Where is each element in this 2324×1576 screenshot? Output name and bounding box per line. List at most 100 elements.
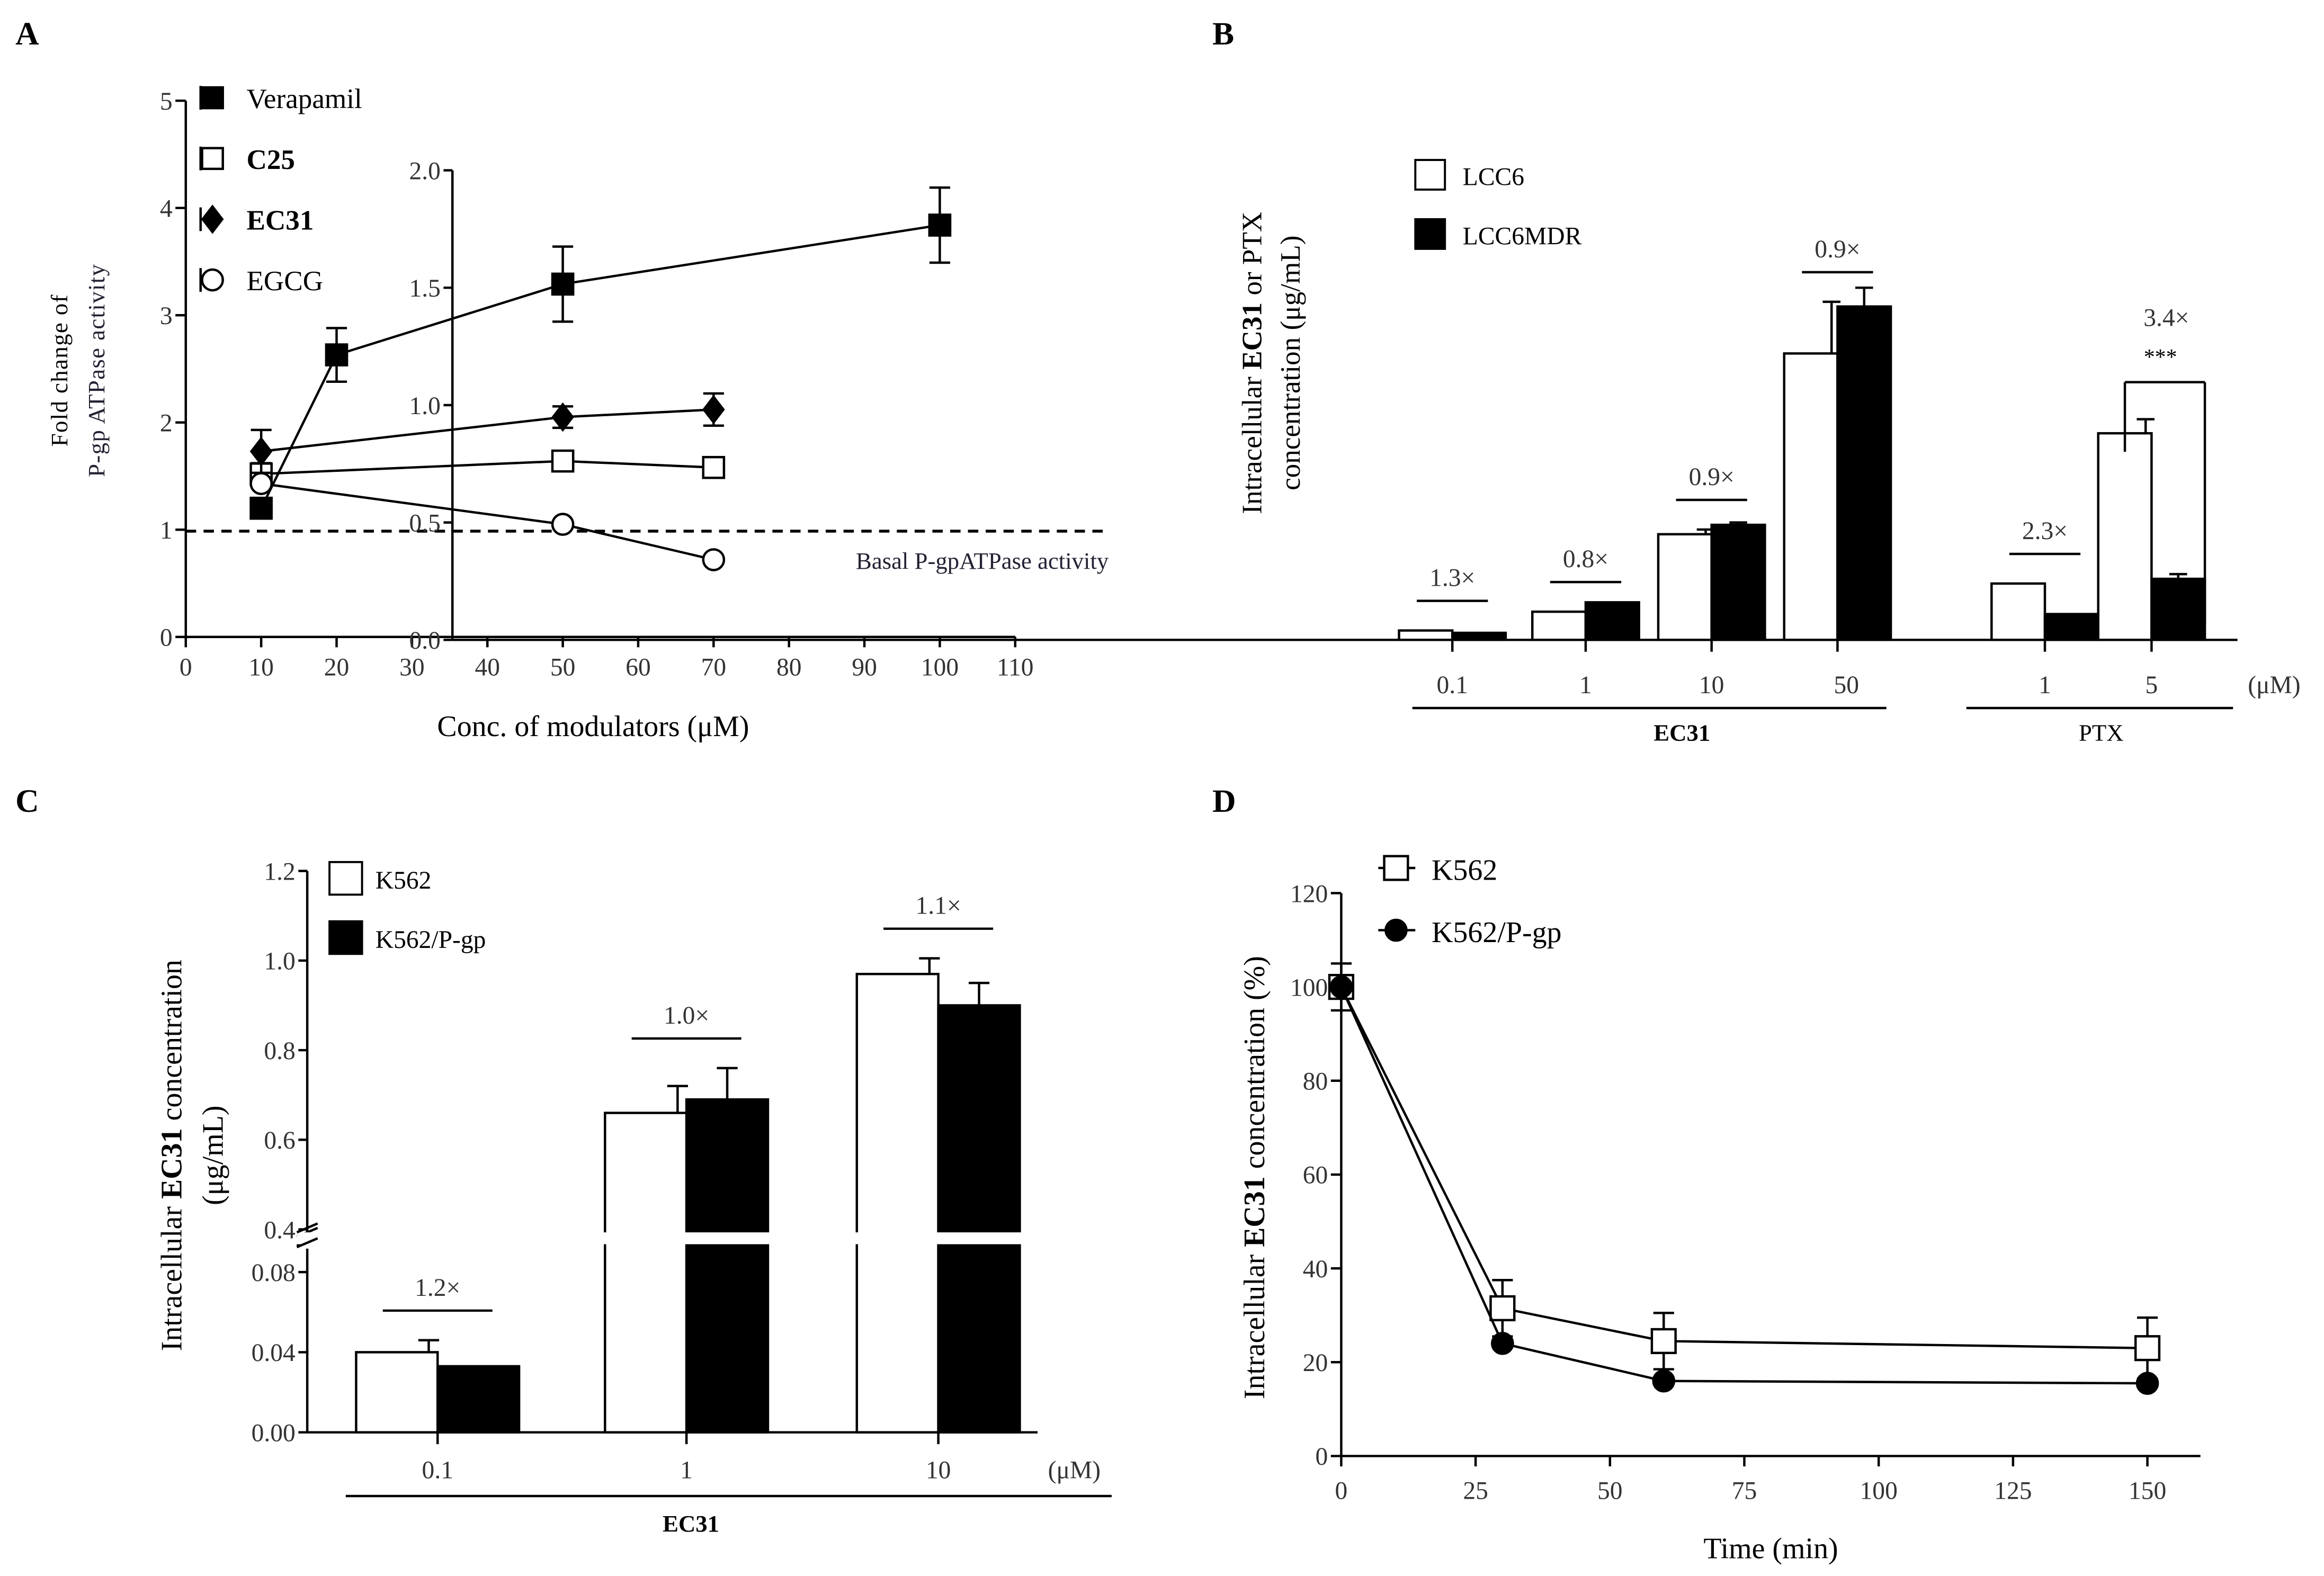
fold-label: 0.9× (1689, 463, 1735, 491)
series-verapamil-point (249, 496, 273, 520)
legend-swatch (328, 861, 363, 896)
series-ec31-point (249, 436, 273, 467)
legend-label-ec31: EC31 (246, 205, 314, 236)
y-tick-label: 1.0 (409, 392, 440, 420)
series-k562-p-gp-point (2135, 1372, 2159, 1395)
y-axis-label-part: concentration (155, 960, 188, 1128)
y-tick-label: 60 (1303, 1162, 1328, 1189)
series-verapamil-point (928, 213, 952, 237)
unit-label: (μM) (2248, 671, 2300, 699)
bar-k562-p-gp (685, 1098, 770, 1434)
x-tick-label: 25 (1463, 1478, 1488, 1505)
bar-lcc6 (2097, 432, 2153, 641)
y-axis-label: Intracellular EC31 concentration (155, 960, 188, 1351)
fold-label: 2.3× (2022, 517, 2068, 545)
y-tick-label: 100 (1290, 974, 1328, 1001)
y-tick-label: 3 (160, 302, 173, 330)
bar-lcc6mdr (2150, 577, 2206, 641)
y-tick-label: 20 (1303, 1349, 1328, 1377)
y-tick-label: 1 (160, 517, 173, 544)
x-tick-label: 30 (399, 653, 425, 681)
y-axis-label: Intracellular EC31 or PTX (1237, 212, 1267, 514)
y-axis-label-1: Fold change of (46, 294, 73, 446)
fold-label: 0.9× (1814, 236, 1860, 263)
legend-label-egcg: EGCG (246, 266, 323, 297)
x-tick-label: 0.1 (422, 1456, 453, 1484)
y-tick-label: 0 (160, 624, 173, 651)
fold-label: 1.3× (1429, 565, 1475, 592)
series-verapamil-point (551, 272, 575, 296)
y-axis-label-part: Intracellular (1237, 370, 1267, 514)
bar-lcc6mdr (2043, 613, 2099, 641)
y-axis-label-part: EC31 (1237, 302, 1267, 370)
bar-lcc6 (1990, 582, 2046, 641)
series-k562-p-gp-point (1329, 975, 1353, 999)
x-tick-label: 0.1 (1436, 671, 1468, 699)
legend-label: K562 (1432, 854, 1497, 886)
series-ec31-point (551, 402, 574, 432)
legend-marker (1384, 918, 1408, 942)
series-k562-p-gp-point (1652, 1369, 1676, 1393)
bar-k562 (855, 972, 940, 1434)
series-k562-point (2134, 1335, 2161, 1362)
series-verapamil-line (260, 223, 940, 509)
bar-lcc6mdr (1710, 523, 1766, 641)
x-tick-label: 50 (1597, 1478, 1623, 1505)
legend-label-lcc6mdr: LCC6MDR (1463, 223, 1582, 250)
legend-marker-egcg (201, 268, 224, 292)
x-tick-label: 0 (180, 653, 192, 681)
series-c25-line (261, 460, 714, 476)
series-egcg-point (551, 513, 575, 536)
legend-label: K562/P-gp (1432, 916, 1561, 949)
y-tick-label: 0.0 (409, 627, 440, 655)
bar-lcc6 (1398, 629, 1454, 641)
axis-break-gap (297, 1232, 1038, 1244)
x-tick-label: 5 (2146, 671, 2158, 699)
x-tick-label: 10 (926, 1456, 951, 1484)
panel-label-C: C (15, 783, 39, 819)
x-tick-label: 150 (2129, 1478, 2166, 1505)
axis-break-mark (296, 1237, 318, 1249)
axis-break-mark (296, 1222, 318, 1234)
y-tick-label: 1.0 (264, 948, 295, 975)
y-tick-label: 1.2 (264, 858, 295, 885)
y-axis-label-line2: (μg/mL) (197, 1105, 230, 1205)
x-tick-label: 10 (1699, 671, 1724, 699)
x-tick-label: 20 (324, 653, 350, 681)
y-tick-label: 0.4 (264, 1216, 296, 1244)
legend-label-c25: C25 (246, 145, 295, 175)
y-tick-label: 0.08 (252, 1259, 296, 1287)
y-axis-label-2: P-gp ATPase activity (83, 264, 110, 477)
x-tick-label: 90 (852, 653, 877, 681)
y-tick-label: 1.5 (409, 275, 440, 302)
legend-swatch-lcc6mdr (1414, 218, 1446, 250)
y-axis-label-part: Intracellular (1238, 1247, 1271, 1399)
bar-lcc6mdr (1836, 305, 1892, 641)
y-axis-label-part: concentration (%) (1238, 956, 1271, 1176)
x-axis-label: Time (min) (1703, 1532, 1838, 1565)
series-k562-line (1340, 986, 2148, 1349)
panel-label-B: B (1212, 16, 1234, 52)
y-tick-label: 0.6 (264, 1127, 295, 1154)
series-k562-p-gp-point (1491, 1332, 1514, 1355)
reference-line-label: Basal P-gpATPase activity (856, 548, 1109, 574)
y-tick-label: 4 (160, 195, 173, 222)
series-c25-point (702, 455, 726, 479)
fold-label: 1.2× (415, 1274, 460, 1302)
fold-label: 0.8× (1563, 545, 1608, 573)
x-tick-label: 75 (1732, 1478, 1757, 1505)
x-tick-label: 50 (550, 653, 576, 681)
x-tick-label: 100 (921, 653, 959, 681)
x-tick-label: 40 (475, 653, 500, 681)
bar-k562-p-gp (436, 1365, 521, 1434)
y-axis-label: Intracellular EC31 concentration (%) (1238, 956, 1271, 1399)
x-tick-label: 50 (1834, 671, 1859, 699)
legend-swatch-lcc6 (1414, 159, 1446, 191)
series-ec31-line (261, 408, 714, 453)
y-tick-label: 0 (1315, 1443, 1328, 1471)
series-k562-point (1650, 1328, 1677, 1355)
panel-label-A: A (15, 16, 39, 52)
legend-label: K562 (376, 867, 432, 894)
x-tick-label: 0 (1335, 1478, 1348, 1505)
